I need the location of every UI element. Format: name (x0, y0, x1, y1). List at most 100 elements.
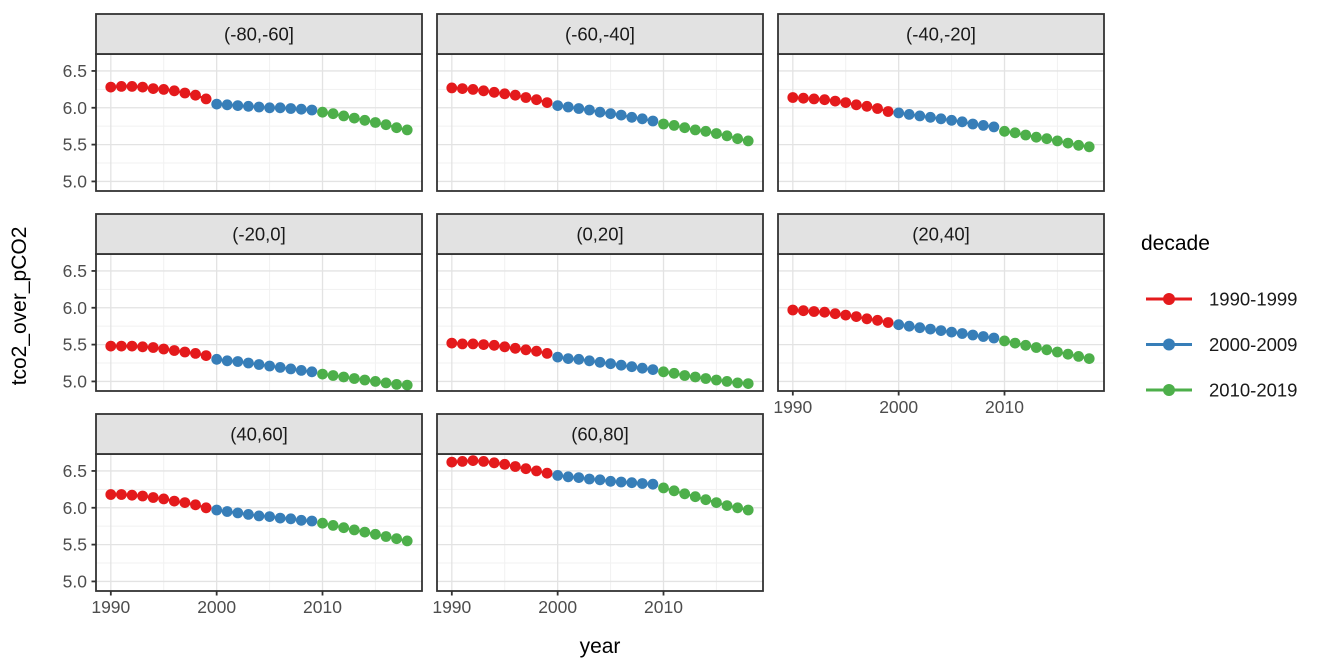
data-point (647, 115, 659, 127)
data-point (605, 475, 616, 487)
facet-panel: (0,20] (436, 213, 764, 392)
data-point (232, 356, 244, 367)
data-point (700, 125, 712, 137)
data-point (1030, 342, 1042, 353)
data-point (531, 94, 542, 106)
series-2010-2019 (999, 125, 1095, 153)
data-point (221, 506, 233, 517)
data-point (1020, 129, 1032, 141)
x-tick-label: 2010 (644, 597, 683, 617)
data-point (594, 106, 606, 118)
data-point (850, 99, 862, 111)
data-point (668, 120, 680, 131)
data-point (562, 353, 574, 364)
series-2010-2019 (658, 118, 754, 147)
data-point (168, 345, 180, 356)
data-point (562, 471, 574, 483)
data-point (636, 113, 648, 125)
data-point (190, 499, 201, 511)
facet-strip-label: (40,60] (230, 424, 288, 445)
facet-strip-label: (20,40] (912, 224, 970, 245)
facet-strip-label: (-40,-20] (906, 24, 976, 45)
data-point (478, 456, 489, 467)
data-point (925, 323, 936, 335)
legend-key-point (1163, 384, 1175, 396)
data-point (446, 337, 458, 349)
data-point (562, 101, 574, 113)
data-point (946, 326, 957, 338)
data-point (1041, 133, 1053, 145)
y-tick-label: 6.0 (63, 298, 88, 318)
series-1990-1999 (446, 82, 553, 108)
data-point (721, 376, 733, 387)
data-point (1020, 339, 1032, 351)
x-tick-label: 2000 (879, 397, 918, 417)
data-point (615, 359, 627, 371)
data-point (243, 357, 254, 369)
data-point (999, 125, 1010, 137)
facet-panel: (-20,0] 5.0 5.5 6.0 6.5 (63, 213, 423, 392)
data-point (808, 93, 820, 105)
data-point (499, 458, 511, 470)
series-2010-2019 (317, 517, 413, 547)
data-point (190, 348, 201, 359)
data-point (584, 355, 595, 367)
data-point (658, 118, 669, 130)
data-point (137, 81, 149, 93)
data-point (285, 103, 297, 114)
data-point (1062, 137, 1074, 149)
data-point (1009, 127, 1021, 139)
data-point (264, 511, 275, 522)
data-point (126, 489, 138, 501)
legend-key-point (1163, 293, 1175, 305)
data-point (935, 113, 947, 125)
data-point (742, 378, 754, 389)
data-point (1041, 344, 1053, 356)
facet-strip-label: (-60,-40] (565, 24, 635, 45)
data-point (147, 492, 159, 503)
data-point (988, 332, 1000, 344)
data-point (446, 82, 458, 94)
data-point (348, 524, 360, 536)
data-point (925, 111, 936, 123)
data-point (446, 456, 458, 468)
data-point (253, 101, 265, 113)
data-point (541, 97, 553, 108)
data-point (401, 535, 413, 547)
data-point (200, 502, 212, 514)
series-1990-1999 (105, 489, 212, 514)
data-point (552, 470, 564, 481)
data-point (401, 379, 413, 391)
data-point (380, 377, 392, 389)
data-point (274, 512, 286, 524)
data-point (200, 350, 212, 361)
data-point (338, 522, 350, 534)
data-point (742, 135, 754, 147)
data-point (306, 366, 318, 378)
data-point (1052, 346, 1063, 358)
y-tick-label: 6.5 (63, 461, 87, 481)
series-2000-2009 (552, 351, 659, 375)
facet-strip-label: (0,20] (576, 224, 623, 245)
data-point (232, 100, 244, 111)
data-point (903, 320, 915, 332)
facet-strip (436, 213, 764, 255)
data-point (531, 465, 542, 477)
data-point (732, 133, 743, 145)
data-point (295, 514, 307, 526)
data-point (988, 121, 1000, 133)
data-point (732, 502, 743, 514)
series-2000-2009 (211, 98, 318, 116)
data-point (636, 362, 648, 374)
data-point (467, 455, 479, 466)
data-point (819, 306, 830, 318)
facet-panel: (60,80] 1990 2000 2010 (432, 413, 764, 617)
data-point (327, 108, 339, 120)
data-point (552, 100, 564, 111)
data-point (401, 124, 413, 136)
data-point (914, 110, 926, 122)
data-point (306, 515, 318, 527)
data-point (168, 495, 180, 507)
data-point (478, 85, 489, 97)
